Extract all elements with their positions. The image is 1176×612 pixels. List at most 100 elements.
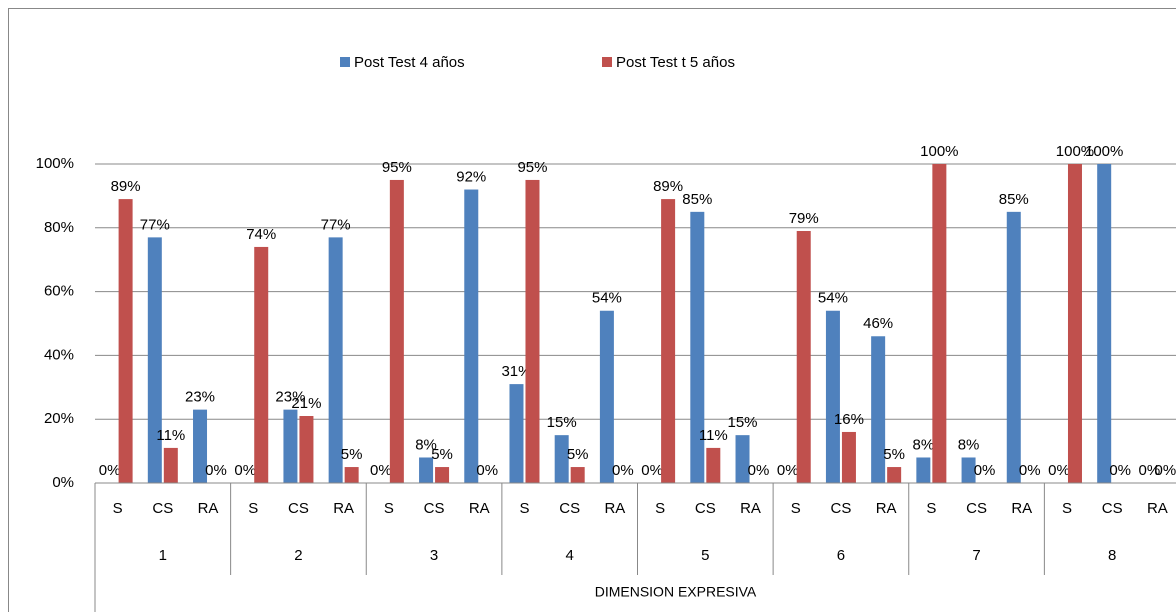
data-label: 5% xyxy=(883,446,905,463)
data-label: 0% xyxy=(1155,462,1176,479)
data-label: 11% xyxy=(699,427,728,444)
bar xyxy=(690,211,705,483)
data-label: 23% xyxy=(185,389,215,406)
data-label: 0% xyxy=(612,462,634,479)
bar xyxy=(435,467,450,483)
data-label: 11% xyxy=(156,427,185,444)
x-tick-label: S xyxy=(926,500,936,517)
x-tick-label: CS xyxy=(559,500,580,517)
data-label: 31% xyxy=(501,363,531,380)
data-label: 0% xyxy=(1019,462,1041,479)
data-label: 0% xyxy=(205,462,227,479)
x-tick-label: CS xyxy=(288,500,309,517)
x-tick-label: RA xyxy=(1011,500,1032,517)
bar xyxy=(299,416,314,483)
legend-label: Post Test t 5 años xyxy=(616,54,735,71)
y-tick-label: 0% xyxy=(52,474,74,491)
bar xyxy=(328,237,343,483)
bar xyxy=(193,409,208,483)
x-tick-label: CS xyxy=(1102,500,1123,517)
data-label: 0% xyxy=(777,462,799,479)
data-label: 89% xyxy=(111,178,141,195)
data-label: 85% xyxy=(999,191,1029,208)
bar xyxy=(1006,211,1021,483)
data-label: 0% xyxy=(234,462,256,479)
data-label: 92% xyxy=(456,168,486,185)
bar xyxy=(916,457,931,483)
data-label: 0% xyxy=(370,462,392,479)
x-tick-label: S xyxy=(519,500,529,517)
bar xyxy=(389,179,404,483)
data-label: 15% xyxy=(728,414,758,431)
legend-label: Post Test 4 años xyxy=(354,54,465,71)
group-label: 7 xyxy=(972,547,980,564)
data-label: 0% xyxy=(1109,462,1131,479)
x-tick-label: S xyxy=(384,500,394,517)
data-label: 100% xyxy=(1056,143,1094,160)
data-label: 74% xyxy=(246,226,276,243)
data-label: 8% xyxy=(913,436,935,453)
data-label: 100% xyxy=(920,143,958,160)
data-label: 77% xyxy=(140,216,170,233)
y-tick-label: 60% xyxy=(44,283,74,300)
data-label: 77% xyxy=(321,216,351,233)
x-tick-label: CS xyxy=(831,500,852,517)
data-label: 0% xyxy=(99,462,121,479)
data-label: 0% xyxy=(974,462,996,479)
data-label: 0% xyxy=(641,462,663,479)
bar xyxy=(570,467,585,483)
group-label: 4 xyxy=(566,547,574,564)
x-tick-label: S xyxy=(248,500,258,517)
data-label: 0% xyxy=(748,462,770,479)
bar xyxy=(871,336,886,483)
bar xyxy=(344,467,359,483)
bar xyxy=(509,384,524,483)
x-tick-label: RA xyxy=(333,500,354,517)
data-label: 5% xyxy=(341,446,363,463)
data-label: 5% xyxy=(431,446,453,463)
x-tick-label: S xyxy=(791,500,801,517)
bar xyxy=(118,199,133,483)
legend-swatch xyxy=(340,57,350,67)
group-label: 1 xyxy=(159,547,167,564)
data-label: 5% xyxy=(567,446,589,463)
data-label: 89% xyxy=(653,178,683,195)
bar xyxy=(661,199,676,483)
axis-title: DIMENSION EXPRESIVA xyxy=(595,584,757,600)
data-label: 0% xyxy=(1139,462,1161,479)
data-label: 46% xyxy=(863,315,893,332)
x-tick-label: S xyxy=(655,500,665,517)
group-label: 5 xyxy=(701,547,709,564)
bar xyxy=(932,164,947,483)
bar xyxy=(283,409,298,483)
y-tick-label: 100% xyxy=(36,155,74,172)
bar xyxy=(599,310,614,483)
data-label: 8% xyxy=(958,436,980,453)
x-tick-label: RA xyxy=(876,500,897,517)
bar xyxy=(825,310,840,483)
x-tick-label: RA xyxy=(198,500,219,517)
data-label: 100% xyxy=(1085,143,1123,160)
data-label: 0% xyxy=(1048,462,1070,479)
bar xyxy=(419,457,434,483)
data-label: 95% xyxy=(517,159,547,176)
bar xyxy=(887,467,902,483)
x-tick-label: RA xyxy=(604,500,625,517)
group-label: 2 xyxy=(294,547,302,564)
data-label: 23% xyxy=(275,389,305,406)
bar xyxy=(796,230,811,483)
bar xyxy=(163,447,178,483)
x-tick-label: RA xyxy=(469,500,490,517)
bar xyxy=(1067,164,1082,483)
data-label: 16% xyxy=(834,411,864,428)
legend-swatch xyxy=(602,57,612,67)
x-tick-label: CS xyxy=(966,500,987,517)
bar xyxy=(464,189,479,483)
bar xyxy=(554,435,569,483)
data-label: 95% xyxy=(382,159,412,176)
data-label: 54% xyxy=(818,290,848,307)
data-label: 0% xyxy=(476,462,498,479)
bar xyxy=(525,179,540,483)
y-tick-label: 20% xyxy=(44,410,74,427)
